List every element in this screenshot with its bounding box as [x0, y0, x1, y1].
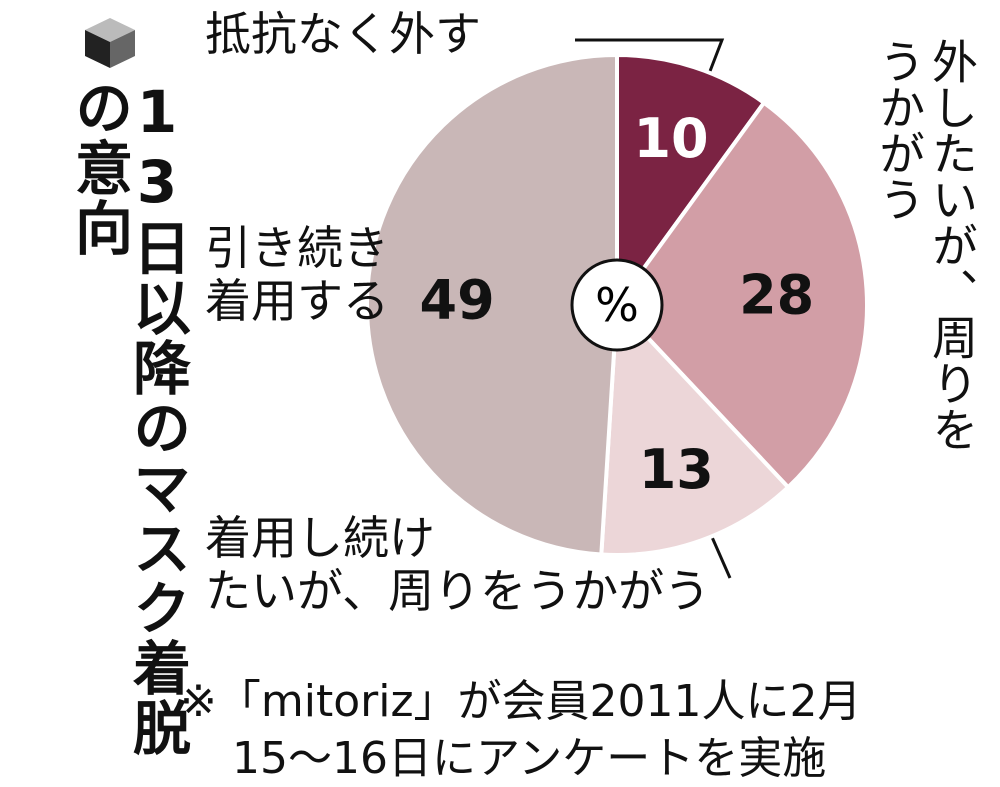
category-label: 着用し続け たいが、周りをうかがう: [205, 511, 711, 618]
center-label: %: [595, 278, 639, 332]
pie-slice: [614, 99, 869, 491]
category-label: 抵抗なく外す: [205, 7, 481, 61]
pie-slice: [364, 52, 619, 557]
title-icon: [85, 18, 135, 68]
value-label: 10: [633, 107, 708, 170]
category-label: 外したいが、周りを うかがう: [872, 38, 979, 452]
pie-slice: [599, 300, 791, 557]
note: ※「mitoriz」が会員2011人に2月: [180, 676, 862, 727]
note: 15～16日にアンケートを実施: [232, 733, 827, 784]
category-label: 引き続き 着用する: [205, 221, 389, 328]
value-label: 49: [420, 268, 495, 331]
center-circle: [570, 258, 664, 352]
chart-title: 13日以降のマスク着脱の意向: [65, 78, 191, 758]
value-label: 28: [739, 263, 814, 326]
pie-slice: [615, 52, 767, 312]
value-label: 13: [639, 438, 714, 501]
